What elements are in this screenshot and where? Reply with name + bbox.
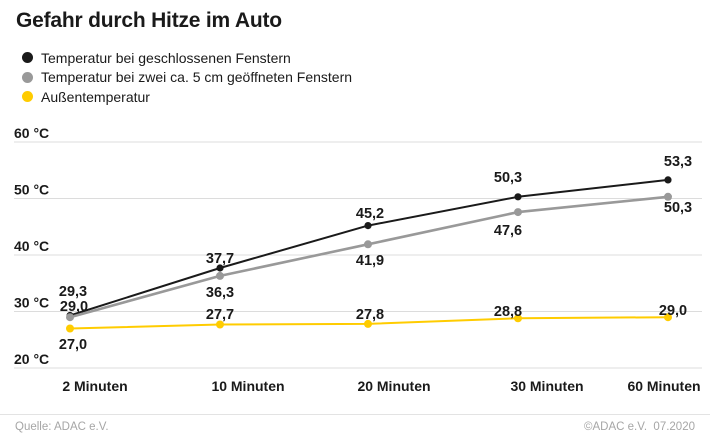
y-tick-label: 50 °C	[14, 182, 49, 198]
y-tick-label: 40 °C	[14, 238, 49, 254]
legend-dot-open-windows-icon	[22, 71, 33, 83]
chart-title: Gefahr durch Hitze im Auto	[16, 9, 282, 32]
legend-label: Temperatur bei zwei ca. 5 cm geöffneten …	[41, 69, 353, 86]
footer-source: Quelle: ADAC e.V.	[15, 421, 109, 433]
value-label: 29,3	[59, 284, 87, 300]
data-point	[664, 192, 672, 201]
legend-dot-outside-temperature-icon	[22, 91, 33, 103]
x-tick-label: 10 Minuten	[211, 378, 284, 394]
value-label: 45,2	[356, 206, 384, 222]
value-label: 27,7	[206, 307, 234, 323]
value-label: 36,3	[206, 285, 234, 301]
value-label: 27,0	[59, 337, 87, 353]
x-tick-label: 20 Minuten	[357, 378, 430, 394]
value-label: 28,8	[494, 304, 522, 320]
x-tick-label: 60 Minuten	[627, 378, 700, 394]
x-tick-label: 30 Minuten	[510, 378, 583, 394]
data-point	[514, 193, 522, 201]
data-point	[216, 264, 224, 272]
value-label: 27,8	[356, 307, 384, 323]
data-point	[664, 313, 672, 322]
value-label: 29,0	[60, 299, 88, 315]
data-point	[364, 240, 372, 249]
value-label: 53,3	[664, 154, 692, 170]
footer-divider	[0, 414, 710, 415]
data-point	[664, 176, 672, 184]
legend-dot-closed-windows-icon	[22, 52, 33, 64]
legend-label: Außentemperatur	[41, 88, 150, 105]
data-point	[216, 320, 224, 329]
data-point	[216, 271, 224, 280]
y-tick-label: 60 °C	[14, 125, 49, 141]
value-label: 50,3	[664, 200, 692, 216]
data-point	[514, 208, 522, 217]
data-point	[364, 222, 372, 230]
data-point	[66, 324, 74, 333]
data-point	[514, 314, 522, 323]
y-tick-label: 20 °C	[14, 351, 49, 367]
data-point	[364, 319, 372, 328]
value-label: 41,9	[356, 253, 384, 269]
value-label: 50,3	[494, 170, 522, 186]
value-label: 37,7	[206, 251, 234, 267]
line-chart: 60 °C 50 °C 40 °C 30 °C 20 °C 2 Minuten 10 Min…	[14, 125, 702, 394]
legend-item-open-windows: Temperatur bei zwei ca. 5 cm geöffneten …	[22, 68, 352, 88]
value-label: 29,0	[659, 303, 687, 319]
legend-label: Temperatur bei geschlossenen Fenstern	[41, 49, 291, 66]
legend: Temperatur bei geschlossenen Fenstern Te…	[22, 48, 352, 107]
y-tick-label: 30 °C	[14, 295, 49, 311]
legend-item-outside-temperature: Außentemperatur	[22, 87, 352, 107]
value-label: 47,6	[494, 223, 522, 239]
legend-item-closed-windows: Temperatur bei geschlossenen Fenstern	[22, 48, 352, 68]
x-tick-label: 2 Minuten	[62, 378, 127, 394]
data-point	[66, 313, 74, 322]
footer-copyright: ©ADAC e.V. 07.2020	[584, 421, 695, 433]
